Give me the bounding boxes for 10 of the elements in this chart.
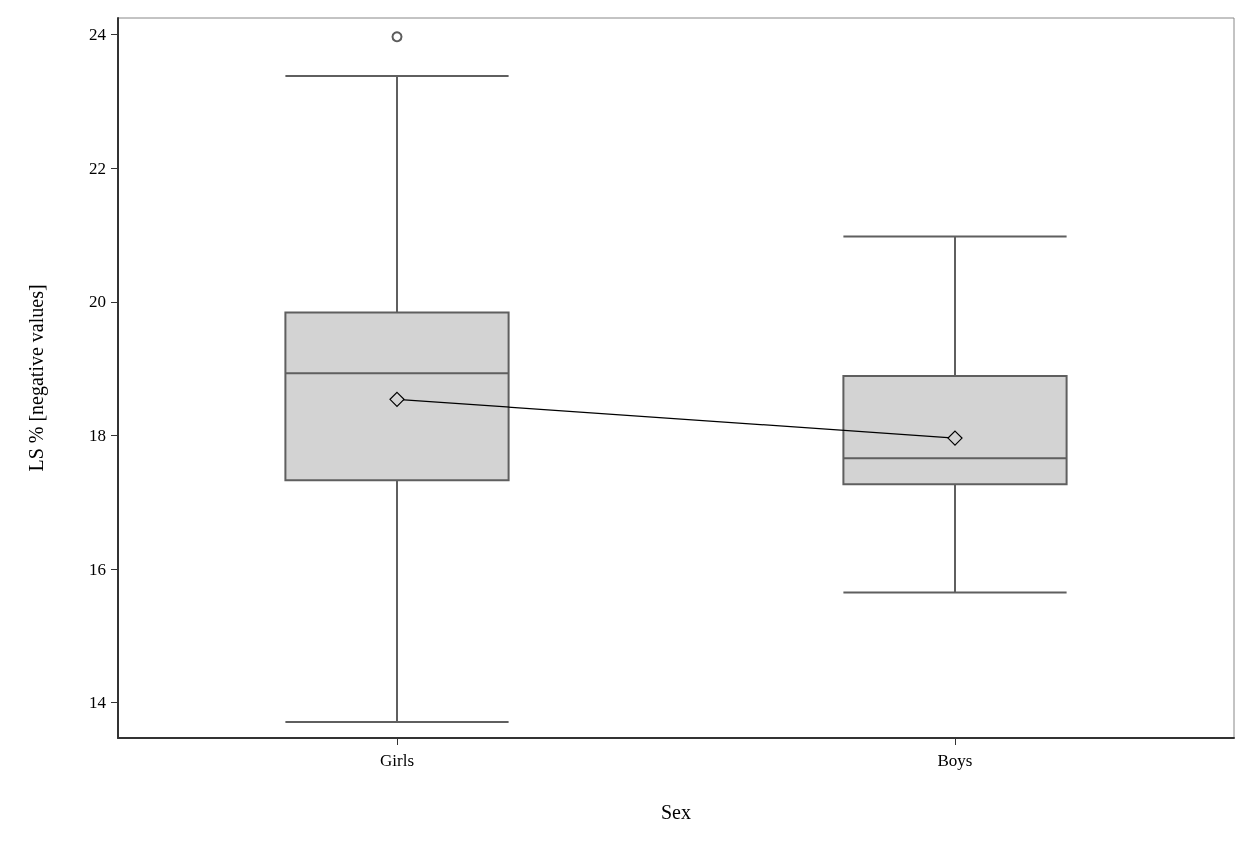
y-tick-label: 18 xyxy=(89,425,106,445)
y-tick-label: 16 xyxy=(89,559,106,579)
y-tick-label: 20 xyxy=(89,292,106,312)
y-tick-label: 14 xyxy=(89,693,107,713)
x-tick-label: Girls xyxy=(380,751,414,770)
y-tick-label: 24 xyxy=(89,25,107,45)
y-axis-title: LS % [negative values] xyxy=(25,284,48,472)
x-tick-label: Boys xyxy=(937,751,973,770)
x-axis-title: Sex xyxy=(661,801,691,823)
y-tick-label: 22 xyxy=(89,158,106,178)
